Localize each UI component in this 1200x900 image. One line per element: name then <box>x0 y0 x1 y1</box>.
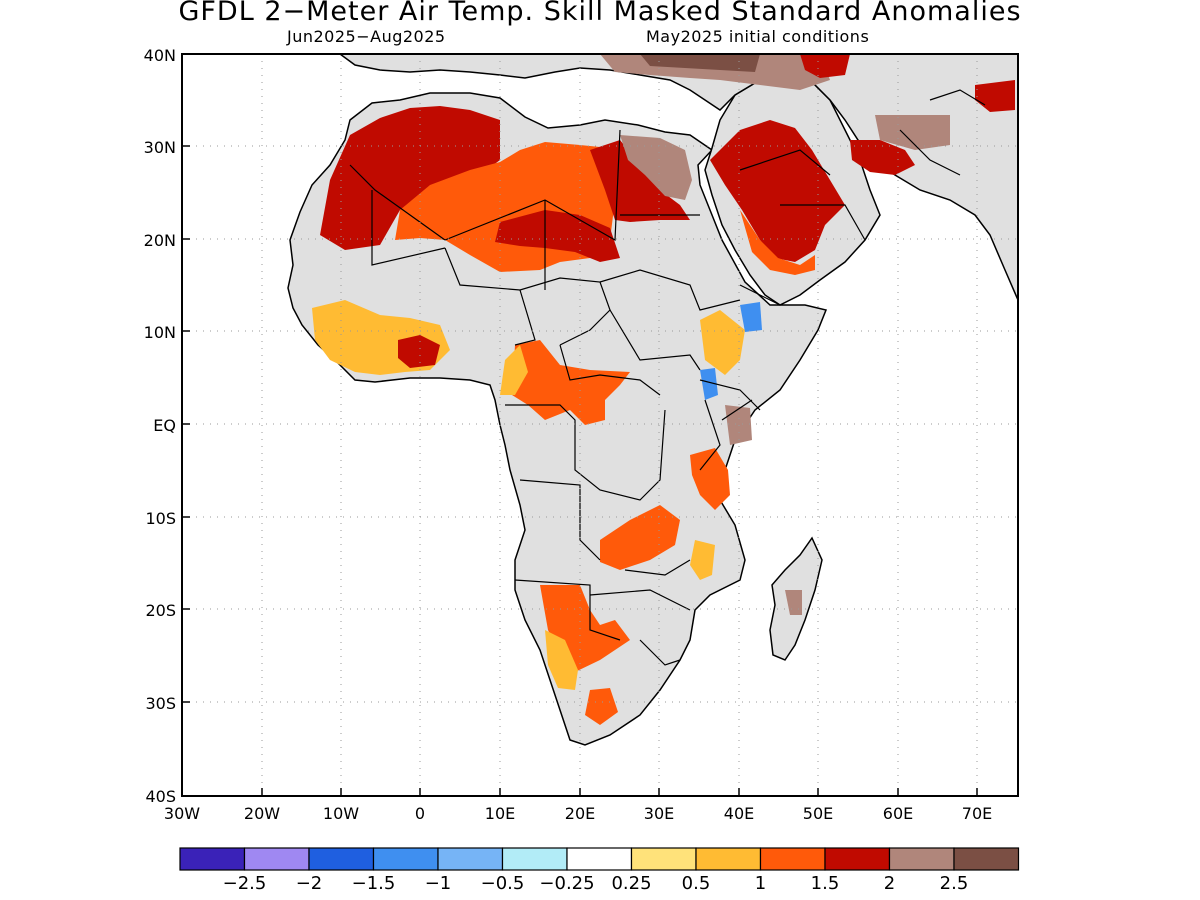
lon-ticks <box>261 788 978 796</box>
colorbar-label: −0.25 <box>539 873 594 894</box>
pakistan-anomaly-2 <box>975 80 1015 112</box>
lon-labels: 30W 20W 10W 0 10E 20E 30E 40E 50E 60E 70… <box>164 804 992 823</box>
colorbar-swatch <box>566 847 633 871</box>
colorbar-label: −2.5 <box>223 873 267 894</box>
graticule <box>182 54 1018 796</box>
namibia-anomaly-1 <box>545 630 578 690</box>
colorbar-label: −1.5 <box>352 873 396 894</box>
lat-label: 10S <box>145 509 176 528</box>
colorbar-swatch <box>501 847 568 871</box>
mozambique-anomaly-1 <box>690 540 715 580</box>
colorbar-swatch <box>888 847 955 871</box>
colorbar-swatch <box>630 847 697 871</box>
colorbar-label: 2 <box>884 873 895 894</box>
ethiopia-anomaly-1 <box>700 310 745 375</box>
colorbar-label: −0.5 <box>481 873 525 894</box>
lon-label: 70E <box>962 804 992 823</box>
initial-conditions: May2025 initial conditions <box>646 27 870 46</box>
zambia-anomaly-1-5 <box>600 505 680 570</box>
country-borders <box>349 89 986 666</box>
lat-labels: 40N 30N 20N 10N EQ 10S 20S 30S 40S <box>144 46 176 806</box>
sahara-anomaly-2 <box>320 106 500 250</box>
map-title: GFDL 2−Meter Air Temp. Skill Masked Stan… <box>178 0 1022 27</box>
lat-ticks <box>182 53 190 797</box>
lon-label: 40E <box>724 804 754 823</box>
lat-label: 40S <box>145 787 176 806</box>
ethiopia-anomaly-neg-1 <box>740 302 762 332</box>
colorbar-swatch <box>243 847 310 871</box>
lat-label: 20N <box>144 231 176 250</box>
colorbar-label: −2 <box>296 873 323 894</box>
map-plot-area <box>182 54 1018 796</box>
gulf-anomaly-2 <box>850 140 915 175</box>
lat-label: 20S <box>145 601 176 620</box>
colorbar-swatch <box>759 847 826 871</box>
egypt-anomaly-2-5 <box>620 135 692 200</box>
lon-label: 10W <box>323 804 359 823</box>
colorbar-label: 0.25 <box>611 873 651 894</box>
central-africa-anomaly-1-5 <box>512 340 630 425</box>
south-africa-anomaly-1-5 <box>585 688 618 725</box>
madagascar-anomaly-2-5 <box>785 590 802 615</box>
eurasia-landmass <box>338 54 1018 301</box>
lat-label: EQ <box>153 416 176 435</box>
colorbar-swatch <box>308 847 375 871</box>
colorbar-swatch <box>824 847 891 871</box>
lat-label: 30S <box>145 694 176 713</box>
arabia-anomaly-1-5 <box>740 210 815 275</box>
lon-label: 10E <box>485 804 515 823</box>
uganda-anomaly-neg-1 <box>700 368 718 400</box>
colorbar-swatch <box>695 847 762 871</box>
lon-label: 50E <box>803 804 833 823</box>
colorbar-swatch <box>372 847 439 871</box>
colorbar <box>179 847 1020 871</box>
arabia-anomaly-2 <box>710 120 845 262</box>
colorbar-label: 1 <box>755 873 766 894</box>
lon-label: 0 <box>415 804 425 823</box>
colorbar-label: −1 <box>425 873 452 894</box>
colorbar-swatch <box>953 847 1020 871</box>
colorbar-label: 1.5 <box>811 873 840 894</box>
lon-label: 60E <box>883 804 913 823</box>
plot-frame <box>181 53 1019 797</box>
colorbar-label: 0.5 <box>682 873 711 894</box>
lon-label: 20E <box>565 804 595 823</box>
lon-label: 30E <box>644 804 674 823</box>
iran-anomaly-2-5 <box>875 115 950 150</box>
colorbar-labels: −2.5 −2 −1.5 −1 −0.5 −0.25 0.25 0.5 1 1.5 2 2.5 <box>223 873 969 894</box>
lat-label: 30N <box>144 138 176 157</box>
colorbar-swatch <box>179 847 246 871</box>
caucasus-anomaly-2 <box>800 54 850 78</box>
colorbar-label: 2.5 <box>940 873 969 894</box>
libya-anomaly-2 <box>590 140 690 222</box>
turkey-anomaly-3 <box>640 54 760 72</box>
tanzania-anomaly-1-5 <box>690 448 730 510</box>
lat-label: 10N <box>144 323 176 342</box>
lat-label: 40N <box>144 46 176 65</box>
sahel-anomaly-2 <box>495 210 620 262</box>
ghana-anomaly-2 <box>398 335 440 368</box>
lon-label: 20W <box>244 804 280 823</box>
lon-label: 30W <box>164 804 200 823</box>
colorbar-swatch <box>437 847 504 871</box>
forecast-period: Jun2025−Aug2025 <box>287 27 446 46</box>
central-africa-anomaly-1 <box>500 345 528 395</box>
